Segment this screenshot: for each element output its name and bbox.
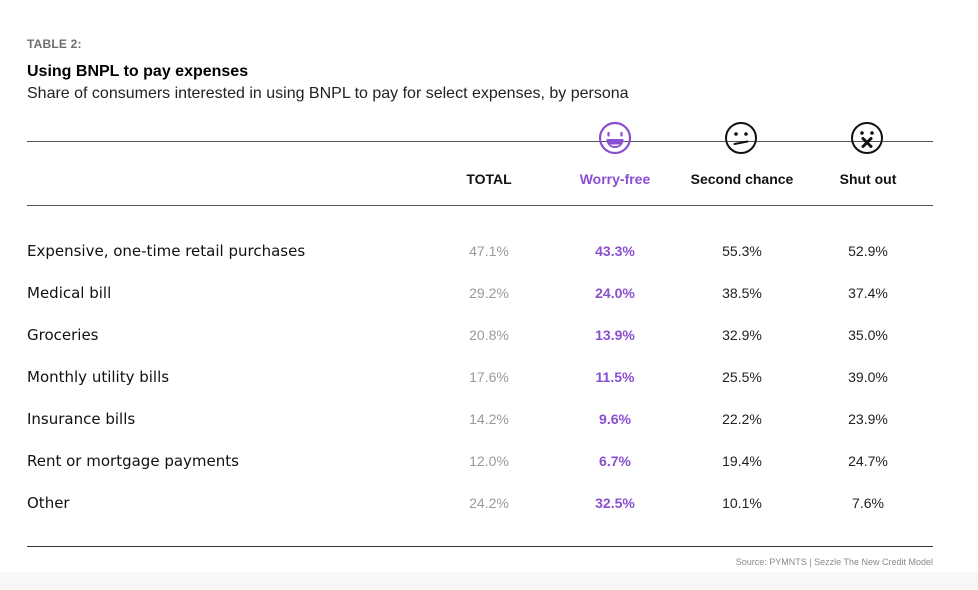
cell-total: 12.0% <box>469 453 509 469</box>
cell-shut-out: 24.7% <box>848 453 888 469</box>
cell-second-chance: 25.5% <box>722 369 762 385</box>
bottom-divider <box>27 546 933 547</box>
row-label: Groceries <box>27 326 99 344</box>
cell-worry-free: 9.6% <box>599 411 631 427</box>
header-divider <box>27 205 933 206</box>
table-title: Using BNPL to pay expenses <box>27 63 249 80</box>
cell-shut-out: 23.9% <box>848 411 888 427</box>
cell-shut-out: 37.4% <box>848 285 888 301</box>
row-label: Insurance bills <box>27 410 136 428</box>
table-row: Expensive, one-time retail purchases 47.… <box>0 242 978 266</box>
cell-worry-free: 6.7% <box>599 453 631 469</box>
cell-second-chance: 38.5% <box>722 285 762 301</box>
row-label: Expensive, one-time retail purchases <box>27 242 306 260</box>
row-label: Rent or mortgage payments <box>27 452 239 470</box>
table-row: Medical bill 29.2% 24.0% 38.5% 37.4% <box>0 284 978 308</box>
cell-total: 47.1% <box>469 243 509 259</box>
column-header-shut-out: Shut out <box>839 171 897 187</box>
top-divider <box>27 141 933 142</box>
cell-shut-out: 39.0% <box>848 369 888 385</box>
footer-band <box>0 572 978 590</box>
cell-worry-free: 32.5% <box>595 495 635 511</box>
cell-second-chance: 32.9% <box>722 327 762 343</box>
table-row: Other 24.2% 32.5% 10.1% 7.6% <box>0 494 978 518</box>
source-note: Source: PYMNTS | Sezzle The New Credit M… <box>735 557 933 567</box>
table-row: Monthly utility bills 17.6% 11.5% 25.5% … <box>0 368 978 392</box>
table-row: Insurance bills 14.2% 9.6% 22.2% 23.9% <box>0 410 978 434</box>
cell-second-chance: 22.2% <box>722 411 762 427</box>
cell-shut-out: 7.6% <box>852 495 884 511</box>
cell-worry-free: 43.3% <box>595 243 635 259</box>
cell-total: 14.2% <box>469 411 509 427</box>
cell-worry-free: 24.0% <box>595 285 635 301</box>
table-label: TABLE 2: <box>27 37 82 51</box>
cell-second-chance: 55.3% <box>722 243 762 259</box>
row-label: Medical bill <box>27 284 112 302</box>
table-row: Rent or mortgage payments 12.0% 6.7% 19.… <box>0 452 978 476</box>
table-subtitle: Share of consumers interested in using B… <box>27 85 629 102</box>
cell-worry-free: 11.5% <box>595 369 635 385</box>
cell-shut-out: 35.0% <box>848 327 888 343</box>
table-row: Groceries 20.8% 13.9% 32.9% 35.0% <box>0 326 978 350</box>
column-header-total: TOTAL <box>466 171 512 187</box>
column-header-second-chance: Second chance <box>690 171 794 187</box>
cell-second-chance: 19.4% <box>722 453 762 469</box>
cell-total: 24.2% <box>469 495 509 511</box>
cell-shut-out: 52.9% <box>848 243 888 259</box>
smiling-face-icon <box>598 121 632 155</box>
cell-total: 20.8% <box>469 327 509 343</box>
row-label: Monthly utility bills <box>27 368 170 386</box>
cell-worry-free: 13.9% <box>595 327 635 343</box>
x-mouth-face-icon <box>850 121 884 155</box>
row-label: Other <box>27 494 70 512</box>
neutral-face-icon <box>724 121 758 155</box>
column-header-worry-free: Worry-free <box>579 171 651 187</box>
cell-second-chance: 10.1% <box>722 495 762 511</box>
cell-total: 17.6% <box>469 369 509 385</box>
cell-total: 29.2% <box>469 285 509 301</box>
